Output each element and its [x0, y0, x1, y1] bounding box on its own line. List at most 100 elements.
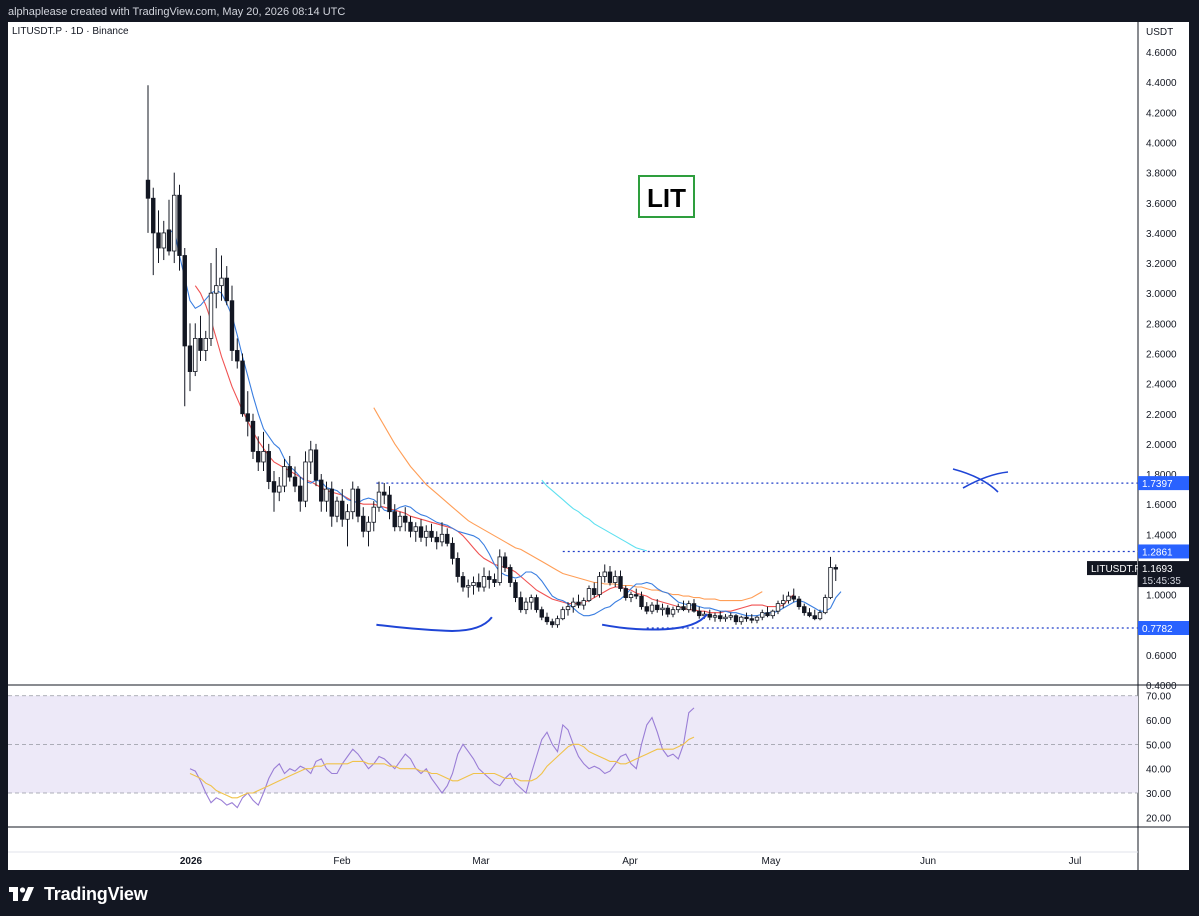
x-tick-label: Apr	[622, 856, 638, 867]
candle-body	[544, 616, 550, 623]
candle-body	[445, 533, 450, 544]
candle-body	[355, 488, 361, 517]
y-tick-label: 4.6000	[1146, 48, 1177, 59]
currency-label: USDT	[1146, 27, 1173, 38]
candle-body	[602, 571, 607, 577]
chart-attribution: alphaplease created with TradingView.com…	[8, 6, 346, 18]
level-badge	[1138, 476, 1189, 491]
candle-body	[518, 597, 523, 611]
candle-body	[592, 588, 597, 595]
candle-body	[219, 277, 224, 287]
candle-body	[492, 579, 497, 583]
candle-body	[182, 255, 187, 347]
candle-body	[760, 612, 765, 618]
candle-body	[298, 485, 303, 502]
candle-body	[812, 615, 817, 620]
tradingview-brand: TradingView	[44, 883, 148, 904]
candle-body	[245, 413, 250, 422]
candle-body	[623, 588, 628, 598]
candle-body	[397, 515, 403, 528]
rsi-tick-label: 30.00	[1146, 789, 1171, 800]
candle-body	[555, 618, 560, 626]
candle-body	[513, 582, 518, 598]
annotation-label: LIT	[647, 183, 686, 213]
candle-body	[256, 451, 261, 463]
candle-body	[807, 612, 812, 617]
candle-body	[660, 607, 665, 611]
candle-body	[796, 598, 802, 608]
price-badge	[1138, 561, 1189, 588]
level-label: 1.2861	[1142, 547, 1173, 558]
candle-body	[739, 616, 744, 623]
y-tick-label: 0.6000	[1146, 651, 1177, 662]
candle-body	[177, 194, 182, 256]
y-tick-label: 1.6000	[1146, 500, 1177, 511]
chart-area[interactable]: LITUSDT.P · 1D · Binance USDT 4.6000 4.4000…	[8, 22, 1189, 870]
candle-body	[565, 606, 571, 611]
symbol-badge	[1087, 561, 1137, 576]
candle-body	[366, 521, 371, 532]
candle-body	[403, 515, 408, 523]
candle-body	[382, 491, 387, 496]
rsi-tick-label: 20.00	[1146, 813, 1171, 824]
level-label: 1.7397	[1142, 479, 1173, 490]
y-tick-label: 2.8000	[1146, 319, 1177, 330]
support-curve	[376, 616, 493, 632]
candle-body	[639, 595, 644, 608]
candle-body	[681, 606, 686, 611]
candle-body	[266, 451, 271, 482]
candle-body	[670, 609, 676, 615]
candle-body	[455, 558, 460, 577]
candle-body	[392, 511, 397, 528]
y-tick-label: 4.2000	[1146, 108, 1177, 119]
candle-body	[618, 576, 623, 589]
candle-body	[476, 582, 481, 588]
y-tick-label: 2.6000	[1146, 349, 1177, 360]
candle-body	[833, 567, 838, 570]
candle-body	[613, 576, 618, 583]
y-tick-label: 2.4000	[1146, 380, 1177, 391]
candle-body	[387, 494, 392, 513]
candle-body	[145, 179, 151, 199]
y-tick-label: 1.8000	[1146, 470, 1177, 481]
candle-body	[418, 526, 424, 538]
x-tick-label: Jun	[920, 856, 936, 867]
candle-body	[329, 488, 334, 517]
candle-body	[576, 601, 581, 606]
candle-body	[439, 533, 445, 543]
candle-body	[460, 576, 466, 588]
ema-fast-line	[168, 229, 842, 617]
candle-body	[607, 571, 613, 583]
x-tick-label: Mar	[472, 856, 490, 867]
x-tick-label: Jul	[1069, 856, 1082, 867]
chart-canvas[interactable]: LITUSDT.P · 1D · Binance USDT 4.6000 4.4000…	[8, 22, 1189, 870]
candle-body	[502, 556, 508, 568]
x-tick-label: May	[762, 856, 781, 867]
target-arc	[962, 471, 1009, 489]
candle-body	[786, 595, 791, 602]
candle-body	[550, 621, 555, 626]
y-tick-label: 3.8000	[1146, 169, 1177, 180]
candle-body	[539, 609, 544, 618]
candle-body	[817, 612, 823, 620]
candle-body	[481, 576, 487, 588]
candle-body	[497, 556, 502, 583]
candle-body	[161, 232, 166, 249]
candle-body	[292, 476, 298, 487]
candle-body	[723, 616, 728, 620]
candle-body	[686, 603, 691, 611]
candle-body	[775, 603, 781, 612]
level-label: 0.7782	[1142, 624, 1173, 635]
target-arc	[952, 468, 999, 493]
candle-body	[791, 595, 796, 600]
candle-body	[208, 292, 214, 339]
candle-body	[413, 526, 418, 532]
countdown-label: 15:45:35	[1142, 576, 1181, 587]
rsi-tick-label: 50.00	[1146, 740, 1171, 751]
candle-body	[261, 451, 266, 463]
candle-body	[434, 536, 439, 543]
candle-body	[749, 618, 754, 621]
candle-body	[308, 449, 313, 463]
candle-body	[823, 597, 828, 614]
candle-body	[597, 576, 602, 595]
